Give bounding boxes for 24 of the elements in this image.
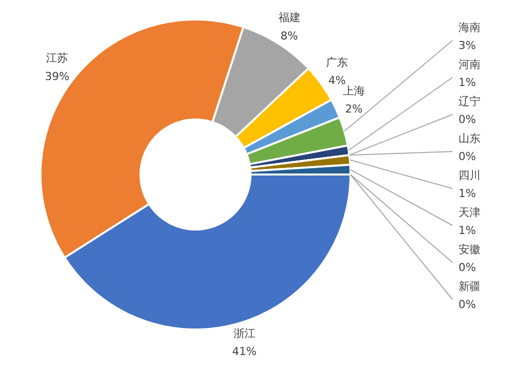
text: 0% xyxy=(458,261,476,274)
slice-label: 天津 xyxy=(458,206,480,219)
text: 0% xyxy=(458,113,476,126)
slice-label: 海南 xyxy=(458,20,480,34)
data-label: 2% xyxy=(345,102,363,116)
category-label: 山东 xyxy=(458,132,480,145)
slice-label: 江苏 xyxy=(46,52,68,65)
category-label: 辽宁 xyxy=(458,94,480,108)
slice-label: 河南 xyxy=(458,58,480,71)
slice-label: 福建 xyxy=(278,11,300,24)
data-label: 8% xyxy=(280,29,298,42)
category-label: 新疆 xyxy=(458,280,480,293)
data-label: 3% xyxy=(458,39,476,52)
text: 0% xyxy=(458,150,476,164)
data-label: 1% xyxy=(458,187,476,200)
data-label: 1% xyxy=(458,224,476,238)
slice-label: 浙江 xyxy=(233,326,256,340)
slice-label: 四川 xyxy=(458,168,480,182)
data-label: 41% xyxy=(232,345,257,358)
data-label: 1% xyxy=(458,76,476,90)
text: 0% xyxy=(458,298,476,312)
category-label: 安徽 xyxy=(458,242,480,256)
data-label: 39% xyxy=(45,70,70,83)
slice-label: 广东 xyxy=(326,56,348,70)
